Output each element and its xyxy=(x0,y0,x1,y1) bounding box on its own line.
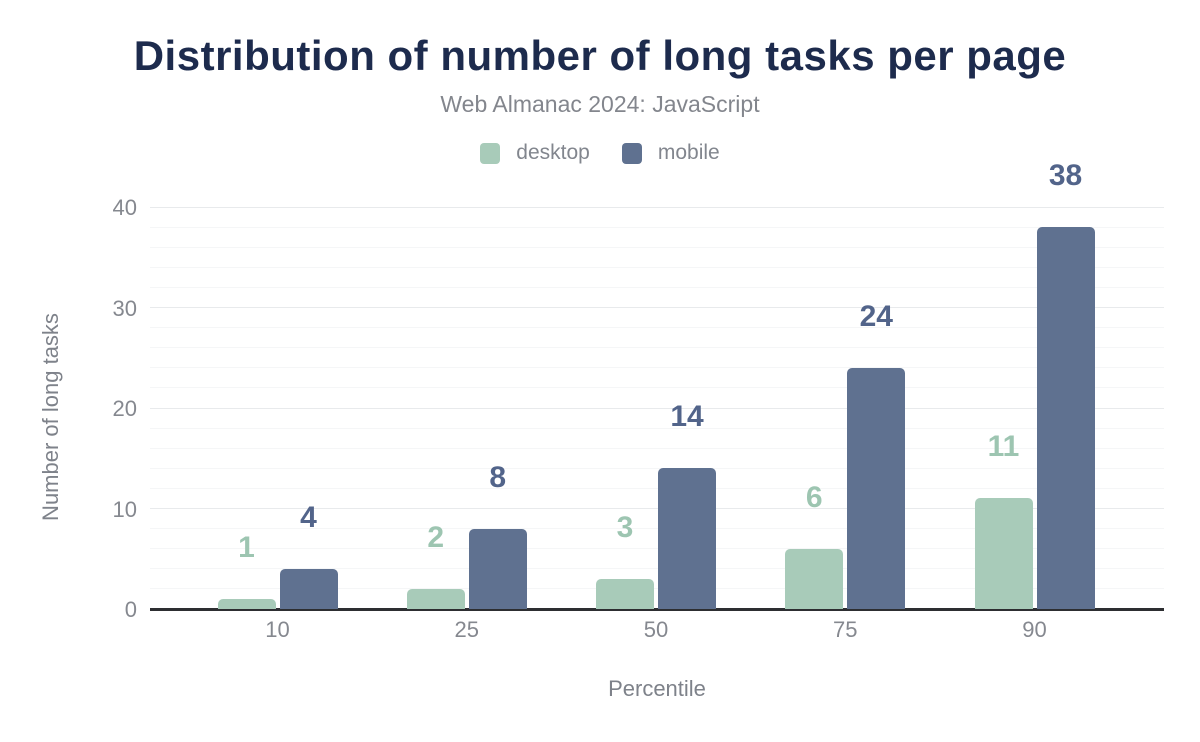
minor-gridline xyxy=(150,568,1164,570)
bar-mobile-p25[interactable] xyxy=(468,528,527,609)
major-gridline xyxy=(150,206,1164,208)
bar-desktop-p25[interactable] xyxy=(406,588,465,609)
chart-subtitle: Web Almanac 2024: JavaScript xyxy=(440,91,760,117)
minor-gridline xyxy=(150,427,1164,429)
x-tick-label: 25 xyxy=(454,617,479,642)
bar-value-label-mobile: 14 xyxy=(670,400,704,434)
bar-value-label-desktop: 11 xyxy=(987,430,1020,464)
minor-gridline xyxy=(150,327,1164,329)
minor-gridline xyxy=(150,226,1164,228)
y-tick-label: 10 xyxy=(112,496,137,522)
bar-value-label-mobile: 4 xyxy=(300,500,317,534)
minor-gridline xyxy=(150,266,1164,268)
bar-value-label-mobile: 38 xyxy=(1048,159,1083,193)
legend: desktop mobile xyxy=(0,141,1200,165)
bar-desktop-p75[interactable] xyxy=(785,548,844,609)
x-axis-line xyxy=(150,607,1164,611)
minor-gridline xyxy=(150,467,1164,469)
minor-gridline xyxy=(150,487,1164,489)
minor-gridline xyxy=(150,528,1164,530)
x-tick-label: 50 xyxy=(643,617,669,642)
minor-gridline xyxy=(150,387,1164,389)
bar-mobile-p50[interactable] xyxy=(658,468,716,609)
minor-gridline xyxy=(150,246,1164,248)
y-tick-label: 40 xyxy=(112,195,137,220)
x-axis-title: Percentile xyxy=(608,676,706,701)
x-tick-label: 10 xyxy=(265,617,290,642)
legend-label: desktop xyxy=(516,141,590,164)
legend-label: mobile xyxy=(657,141,720,164)
bar-value-label-desktop: 2 xyxy=(427,520,445,554)
bar-value-label-mobile: 24 xyxy=(859,299,893,333)
x-tick-label: 90 xyxy=(1022,617,1047,642)
plot-area: 1 4 2 8 3 14 6 24 11 38 xyxy=(150,161,1164,611)
legend-item-desktop[interactable]: desktop xyxy=(480,141,590,165)
legend-item-mobile[interactable]: mobile xyxy=(621,141,720,165)
minor-gridline xyxy=(150,588,1164,590)
minor-gridline xyxy=(150,347,1164,349)
major-gridline xyxy=(150,508,1164,509)
bar-desktop-p50[interactable] xyxy=(596,578,654,609)
y-tick-label: 30 xyxy=(112,295,137,321)
bar-value-label-desktop: 1 xyxy=(238,530,255,564)
bar-value-label-desktop: 6 xyxy=(805,480,823,514)
y-tick-label: 20 xyxy=(112,396,137,421)
bar-value-label-mobile: 8 xyxy=(489,460,507,494)
x-tick-label: 75 xyxy=(833,617,858,642)
bar-desktop-p10[interactable] xyxy=(217,598,276,609)
legend-swatch-desktop xyxy=(480,142,501,164)
bar-mobile-p75[interactable] xyxy=(847,367,906,609)
minor-gridline xyxy=(150,367,1164,369)
bar-value-label-desktop: 3 xyxy=(616,510,634,544)
bar-desktop-p90[interactable] xyxy=(974,498,1033,609)
major-gridline xyxy=(150,307,1164,308)
minor-gridline xyxy=(150,447,1164,449)
legend-swatch-mobile xyxy=(621,142,642,164)
major-gridline xyxy=(150,407,1164,409)
minor-gridline xyxy=(150,548,1164,550)
bar-mobile-p90[interactable] xyxy=(1036,227,1095,609)
y-tick-label: 0 xyxy=(124,597,137,622)
bar-mobile-p10[interactable] xyxy=(279,568,338,609)
minor-gridline xyxy=(150,286,1164,288)
chart-title: Distribution of number of long tasks per… xyxy=(133,32,1067,79)
